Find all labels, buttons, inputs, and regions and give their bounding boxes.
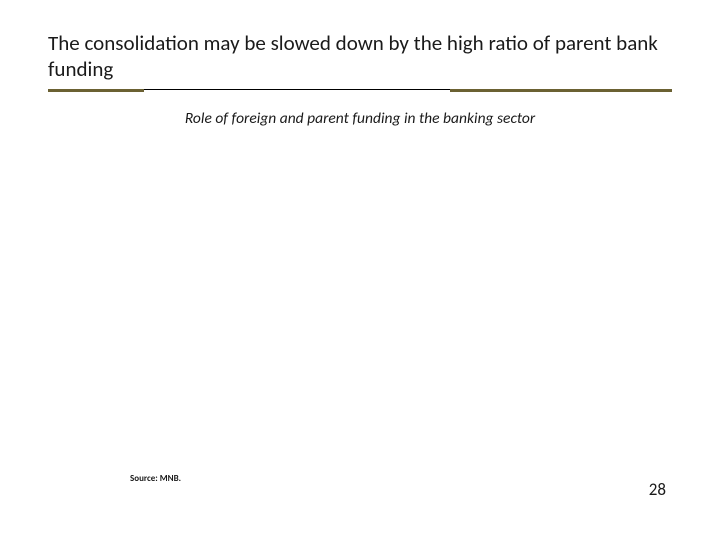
source-note: Source: MNB. <box>130 473 181 484</box>
page-number: 28 <box>649 479 666 500</box>
page-title: The consolidation may be slowed down by … <box>48 30 672 83</box>
slide: The consolidation may be slowed down by … <box>0 0 720 540</box>
underline-thick-right <box>450 89 672 92</box>
title-underline <box>48 89 672 95</box>
underline-thick-left <box>48 89 144 92</box>
chart-subtitle: Role of foreign and parent funding in th… <box>48 109 672 128</box>
